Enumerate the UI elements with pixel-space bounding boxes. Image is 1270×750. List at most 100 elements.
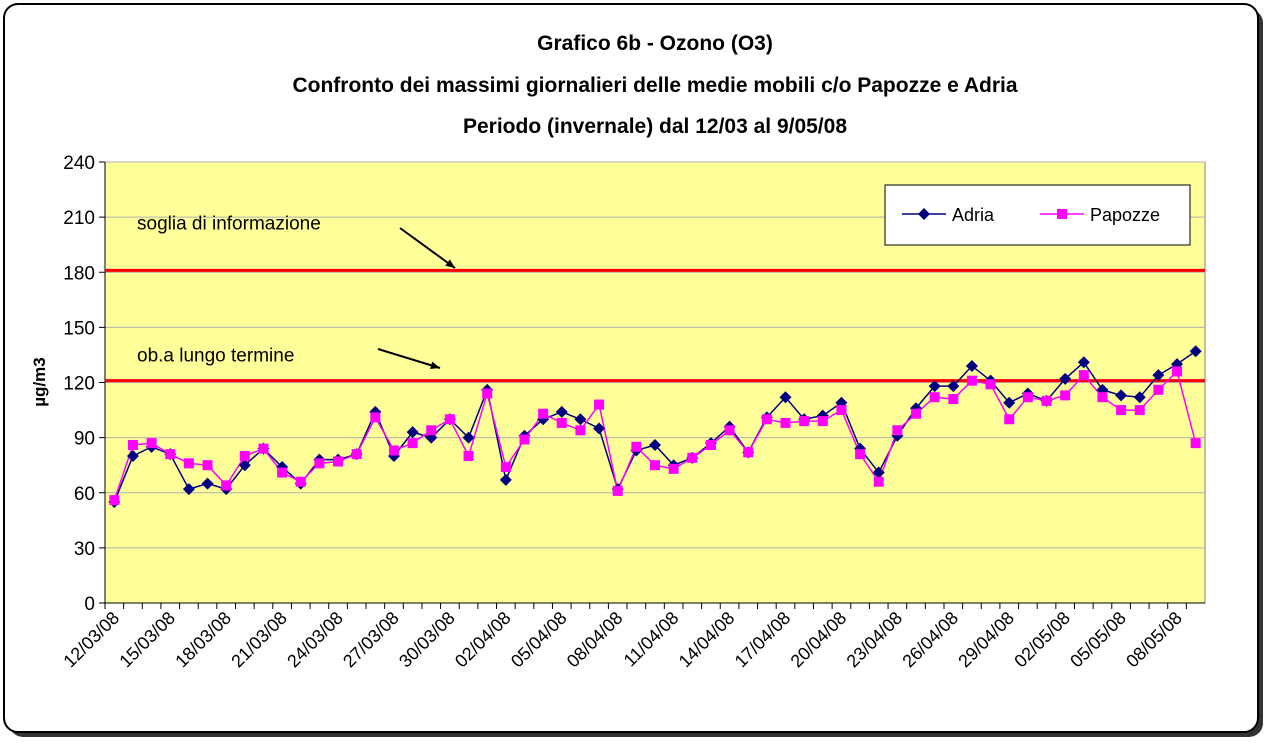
data-point <box>333 456 344 467</box>
data-point <box>127 439 138 450</box>
y-tick-label: 120 <box>63 374 95 395</box>
legend-marker <box>918 208 930 220</box>
data-point <box>873 476 884 487</box>
data-point <box>743 447 754 458</box>
y-tick-label: 180 <box>63 263 95 284</box>
data-point <box>761 414 772 425</box>
data-point <box>1153 384 1164 395</box>
data-point <box>724 425 735 436</box>
data-point <box>1003 396 1016 409</box>
annotation-arrow <box>399 227 456 269</box>
data-point <box>1022 392 1033 403</box>
data-point <box>966 375 977 386</box>
chart-title: Confronto dei massimi giornalieri delle … <box>292 74 1017 97</box>
data-point <box>370 412 381 423</box>
data-point <box>948 394 959 405</box>
data-point <box>407 438 418 449</box>
data-point <box>594 399 605 410</box>
data-point <box>911 408 922 419</box>
data-point <box>519 434 530 445</box>
data-point <box>482 388 493 399</box>
data-point <box>201 477 214 490</box>
data-point <box>462 431 475 444</box>
data-point <box>1060 390 1071 401</box>
data-point <box>555 405 568 418</box>
data-point <box>182 483 195 496</box>
legend-label: Papozze <box>1090 205 1160 225</box>
data-point <box>444 414 455 425</box>
data-point <box>929 392 940 403</box>
data-point <box>314 458 325 469</box>
data-point <box>631 441 642 452</box>
y-tick-label: 0 <box>84 594 95 615</box>
data-point <box>351 449 362 460</box>
data-point <box>202 460 213 471</box>
y-tick-label: 60 <box>74 484 95 505</box>
data-point <box>593 422 606 435</box>
data-point <box>1133 391 1146 404</box>
data-point <box>872 466 885 479</box>
arrow-head <box>445 259 455 268</box>
data-point <box>538 408 549 419</box>
y-tick-label: 90 <box>74 429 95 450</box>
data-point <box>221 480 232 491</box>
data-point <box>1172 366 1183 377</box>
data-point <box>947 380 960 393</box>
data-point <box>165 449 176 460</box>
data-point <box>426 425 437 436</box>
data-point <box>574 413 587 426</box>
y-tick-label: 30 <box>74 539 95 560</box>
data-point <box>556 417 567 428</box>
data-point <box>836 405 847 416</box>
data-point <box>965 359 978 372</box>
data-point <box>892 425 903 436</box>
data-point <box>612 485 623 496</box>
data-point <box>575 425 586 436</box>
data-point <box>463 451 474 461</box>
data-point <box>817 416 828 427</box>
data-point <box>183 458 194 469</box>
data-point <box>928 380 941 393</box>
data-point <box>258 443 269 454</box>
legend-label: Adria <box>952 205 995 225</box>
data-point <box>779 391 792 404</box>
data-point <box>239 451 250 461</box>
data-point <box>705 439 716 450</box>
data-point <box>780 417 791 428</box>
data-point <box>985 379 996 390</box>
data-point <box>238 459 251 472</box>
data-point <box>1078 370 1089 381</box>
data-point <box>1190 438 1201 449</box>
data-point <box>668 463 679 474</box>
data-point <box>1152 369 1165 382</box>
data-point <box>1115 389 1128 402</box>
data-point <box>1059 372 1072 385</box>
reference-label: soglia di informazione <box>137 213 321 234</box>
data-point <box>799 416 810 427</box>
annotation-arrow <box>377 348 441 369</box>
data-point <box>500 462 511 473</box>
data-point <box>126 450 139 462</box>
data-point <box>1004 414 1015 425</box>
data-point <box>1189 345 1202 358</box>
data-point <box>1041 395 1052 406</box>
y-tick-label: 150 <box>63 318 95 339</box>
data-point <box>650 460 660 471</box>
data-point <box>499 473 512 486</box>
reference-label: ob.a lungo termine <box>137 346 294 367</box>
chart-title: Periodo (invernale) dal 12/03 al 9/05/08 <box>463 115 847 138</box>
y-axis-label: µg/m3 <box>30 357 49 406</box>
data-point <box>1134 405 1145 416</box>
legend-marker <box>1057 209 1067 219</box>
chart-title: Grafico 6b - Ozono (O3) <box>537 32 773 55</box>
data-point <box>277 467 288 478</box>
data-point <box>109 495 120 506</box>
data-point <box>406 426 419 439</box>
data-point <box>1077 356 1090 369</box>
arrow-head <box>430 361 440 370</box>
y-tick-label: 210 <box>63 208 95 229</box>
data-point <box>855 449 866 460</box>
data-point <box>388 445 399 456</box>
y-tick-label: 240 <box>63 153 95 174</box>
